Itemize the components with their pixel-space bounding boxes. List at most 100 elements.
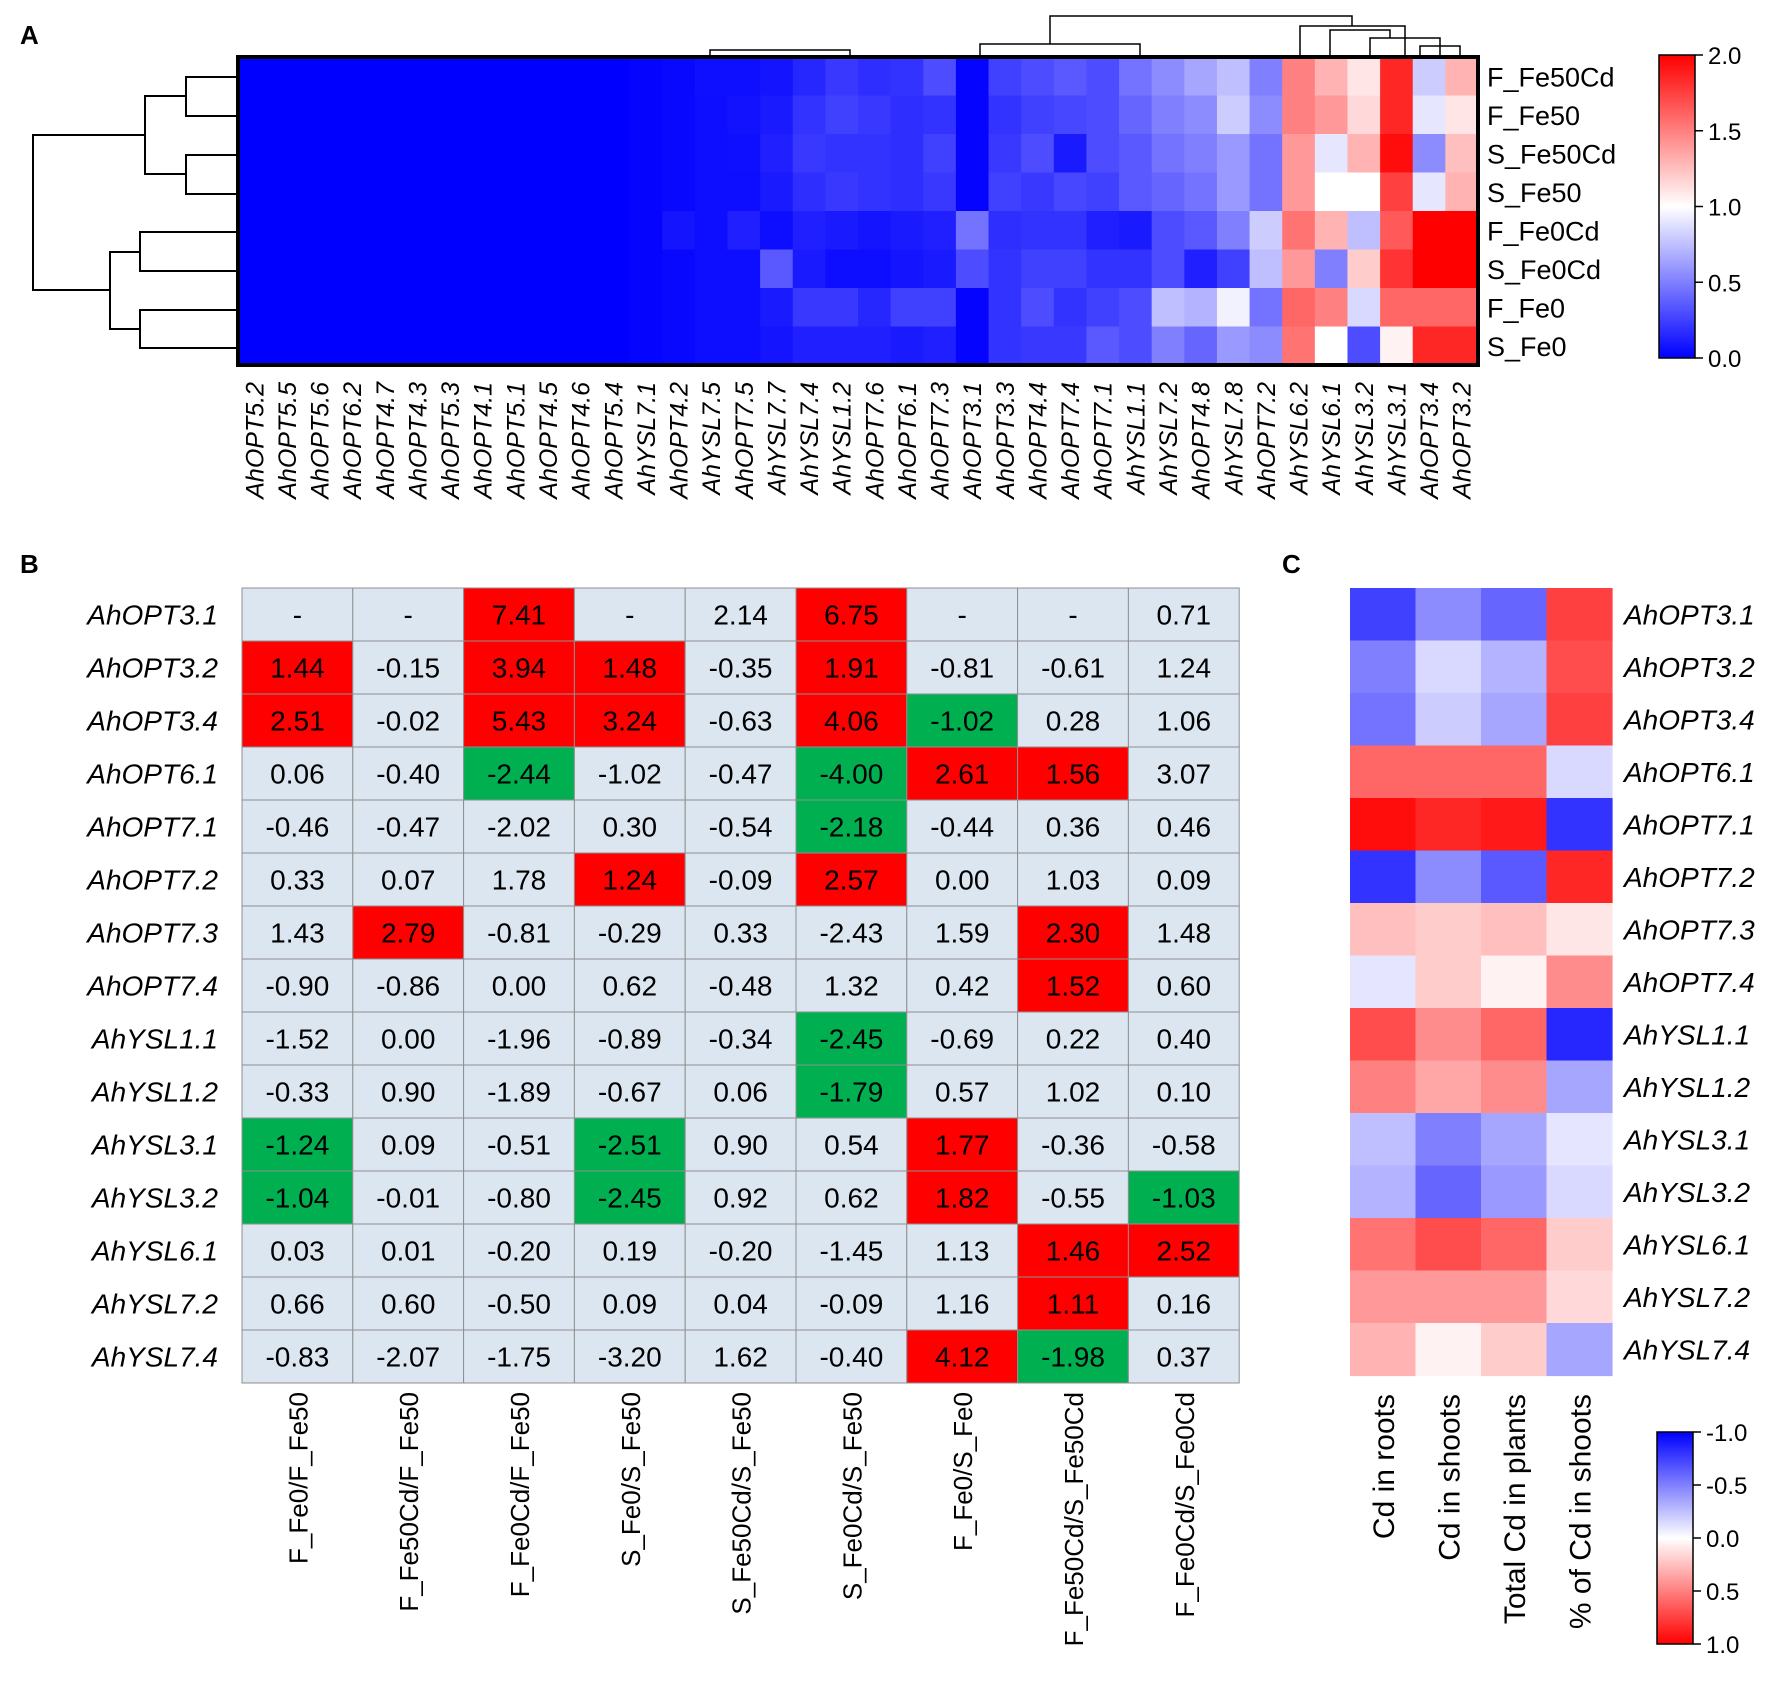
ratio-row-label-ahopt3-2: AhOPT3.2 [85, 653, 218, 684]
ratio-value-ahysl3-2-4: -2.45 [598, 1183, 662, 1214]
heatmap-a-cell-f-fe50cd-ahopt3-1 [955, 57, 990, 97]
ratio-value-ahysl3-2-8: -0.55 [1041, 1183, 1105, 1214]
heatmap-a-column-label-ahysl6-1: AhYSL6.1 [1318, 382, 1346, 497]
ratio-value-ahysl7-4-3: -1.75 [487, 1342, 551, 1373]
ratio-row-label-ahopt3-4: AhOPT3.4 [85, 706, 218, 737]
heatmap-a-cell-s-fe0-ahopt6-2 [335, 326, 370, 366]
ratio-value-ahopt7-4-3: 0.00 [492, 971, 547, 1002]
ratio-value-ahysl6-1-8: 1.46 [1046, 1236, 1101, 1267]
ratio-value-ahysl3-2-7: 1.82 [935, 1183, 990, 1214]
ratio-cell-ahysl1-1-2 [352, 1011, 465, 1066]
heatmap-a-cell-f-fe0cd-ahopt4-1 [466, 211, 500, 251]
ratio-cell-ahysl3-1-3 [463, 1117, 575, 1172]
heatmap-c-cell-ahopt3-1-total-cd-in-plants [1481, 588, 1548, 642]
heatmap-a-cell-f-fe50cd-ahysl7-2 [1151, 57, 1185, 97]
heatmap-a-cell-s-fe0-ahopt4-4 [1021, 326, 1055, 366]
ratio-value-ahysl6-1-2: 0.01 [381, 1236, 436, 1267]
heatmap-c-cell-ahopt6-1-cd-in-shoots [1415, 745, 1482, 799]
ratio-row-label-ahopt3-1: AhOPT3.1 [85, 600, 218, 631]
ratio-value-ahysl7-4-7: 4.12 [935, 1342, 990, 1373]
row-dendrogram [32, 76, 238, 349]
heatmap-a-cell-f-fe0cd-ahopt4-8 [1184, 211, 1218, 251]
ratio-value-ahysl3-1-1: -1.24 [265, 1130, 329, 1161]
ratio-value-ahysl1-1-9: 0.40 [1157, 1024, 1212, 1055]
heatmap-c-row-label-ahysl3-1: AhYSL3.1 [1622, 1124, 1750, 1155]
heatmap-a-cell-f-fe0-ahysl7-1 [629, 288, 663, 328]
ratio-value-ahysl7-2-2: 0.60 [381, 1289, 436, 1320]
heatmap-c-cell-ahysl3-2-cd-in-roots [1350, 1165, 1417, 1219]
ratio-cell-ahysl7-2-9 [1127, 1276, 1240, 1331]
heatmap-a-cell-f-fe50cd-ahopt3-3 [988, 57, 1022, 97]
heatmap-a-cell-f-fe50-ahopt4-6 [564, 95, 598, 135]
ratio-value-ahysl3-2-6: 0.62 [824, 1183, 879, 1214]
heatmap-a-cell-s-fe50-ahopt3-4 [1412, 172, 1446, 212]
ratio-value-ahopt3-1-9: 0.71 [1157, 600, 1212, 631]
heatmap-c-row-label-ahysl6-1: AhYSL6.1 [1622, 1229, 1750, 1260]
heatmap-a-cell-f-fe0-ahysl7-5 [694, 288, 729, 328]
heatmap-a-cell-f-fe0-ahopt7-5 [727, 288, 761, 328]
heatmap-a-cell-s-fe50cd-ahopt5-6 [303, 134, 337, 174]
ratio-value-ahysl7-4-4: -3.20 [598, 1342, 662, 1373]
ratio-cell-ahopt3-4-2 [352, 693, 465, 748]
heatmap-c-cell-ahopt7-2-total-cd-in-plants [1481, 850, 1548, 904]
ratio-table-cells: - - 7.41 - 2.14 6.75 - - 0.71 1.44 -0.15 3.94 1.48 -0… [241, 587, 1240, 1384]
heatmap-a-cell-s-fe50cd-ahopt5-3 [433, 134, 468, 174]
heatmap-a-column-label-ahopt6-1: AhOPT6.1 [894, 382, 922, 501]
heatmap-a-cell-s-fe50cd-ahopt4-6 [564, 134, 598, 174]
ratio-value-ahopt6-1-3: -2.44 [487, 759, 551, 790]
ratio-value-ahysl7-2-9: 0.16 [1157, 1289, 1212, 1320]
heatmap-a-cell-f-fe0cd-ahysl1-1 [1119, 211, 1153, 251]
ratio-cell-ahopt3-2-5 [684, 640, 797, 695]
ratio-cell-ahopt7-1-9 [1127, 799, 1240, 854]
heatmap-c-cell-ahopt7-4-cd-in-shoots [1415, 955, 1482, 1009]
ratio-cell-ahopt7-2-7 [906, 852, 1019, 907]
heatmap-a-cell-s-fe0-ahysl3-1 [1380, 326, 1414, 366]
heatmap-a-cell-f-fe50-ahopt5-3 [433, 95, 468, 135]
heatmap-a-cell-f-fe50-ahopt4-8 [1184, 95, 1218, 135]
heatmap-a-cell-f-fe0-ahysl3-1 [1380, 288, 1414, 328]
heatmap-a-cell-f-fe0cd-ahopt3-3 [988, 211, 1022, 251]
ratio-value-ahysl7-2-8: 1.11 [1047, 1289, 1099, 1320]
ratio-value-ahopt3-4-2: -0.02 [376, 706, 440, 737]
ratio-value-ahopt7-3-9: 1.48 [1157, 918, 1212, 949]
heatmap-a-cell-f-fe0-ahopt3-1 [955, 288, 990, 328]
colorbar-a-tick-label: 2.0 [1708, 43, 1741, 70]
heatmap-a-cell-f-fe0-ahopt5-1 [499, 288, 533, 328]
panel-label-b: B [20, 549, 39, 579]
heatmap-a-cell-s-fe0-ahopt4-7 [368, 326, 402, 366]
heatmap-c-row-label-ahysl1-1: AhYSL1.1 [1622, 1019, 1750, 1050]
ratio-cell-ahysl3-2-7 [906, 1170, 1019, 1225]
heatmap-a-cell-s-fe0cd-ahopt5-6 [303, 249, 337, 289]
ratio-value-ahopt7-1-7: -0.44 [930, 812, 994, 843]
heatmap-c-row-label-ahysl3-2: AhYSL3.2 [1622, 1177, 1751, 1208]
heatmap-a-cell-f-fe50cd-ahopt5-5 [270, 57, 304, 97]
ratio-row-label-ahysl7-4: AhYSL7.4 [90, 1342, 218, 1373]
heatmap-a-cell-f-fe0-ahysl3-2 [1347, 288, 1381, 328]
ratio-value-ahopt7-3-6: -2.43 [819, 918, 883, 949]
heatmap-a-cell-f-fe0-ahysl7-7 [760, 288, 794, 328]
ratio-value-ahysl1-2-7: 0.57 [935, 1077, 990, 1108]
ratio-cell-ahysl7-4-9 [1127, 1329, 1240, 1384]
colorbar-a-gradient [1658, 54, 1696, 359]
heatmap-a-cell-s-fe0cd-ahysl1-2 [825, 249, 859, 289]
heatmap-a-cell-f-fe0-ahopt7-4 [1053, 288, 1088, 328]
heatmap-c-cell-ahysl3-2-cd-in-shoots [1415, 1165, 1482, 1219]
heatmap-c-cell-ahysl7-2-total-cd-in-plants [1481, 1270, 1548, 1324]
ratio-cell-ahopt7-3-9 [1127, 905, 1240, 960]
ratio-value-ahopt3-2-8: -0.61 [1041, 653, 1105, 684]
heatmap-a-cell-s-fe0-ahysl7-2 [1151, 326, 1185, 366]
heatmap-c-row-label-ahopt3-1: AhOPT3.1 [1622, 599, 1755, 630]
heatmap-a-cell-s-fe50cd-ahopt7-5 [727, 134, 761, 174]
heatmap-a-cell-f-fe50cd-ahopt4-3 [401, 57, 435, 97]
ratio-cell-ahysl3-1-9 [1127, 1117, 1240, 1172]
heatmap-a-cell-s-fe50cd-ahysl3-1 [1380, 134, 1414, 174]
ratio-row-label-ahopt7-4: AhOPT7.4 [85, 971, 218, 1002]
heatmap-c-column-label-of-cd-in-shoots: % of Cd in shoots [1564, 1394, 1597, 1629]
heatmap-a-column-label-ahopt5-2: AhOPT5.2 [241, 382, 269, 501]
heatmap-a-cell-s-fe50cd-ahopt4-2 [662, 134, 696, 174]
ratio-column-label-f-fe0cd-s-fe0cd: F_Fe0Cd/S_Fe0Cd [1170, 1392, 1200, 1617]
ratio-value-ahopt7-4-2: -0.86 [376, 971, 440, 1002]
ratio-cell-ahopt6-1-9 [1127, 746, 1240, 801]
heatmap-c-cell-ahopt3-4-cd-in-shoots [1415, 693, 1482, 747]
heatmap-a-column-label-ahopt3-4: AhOPT3.4 [1416, 382, 1444, 501]
